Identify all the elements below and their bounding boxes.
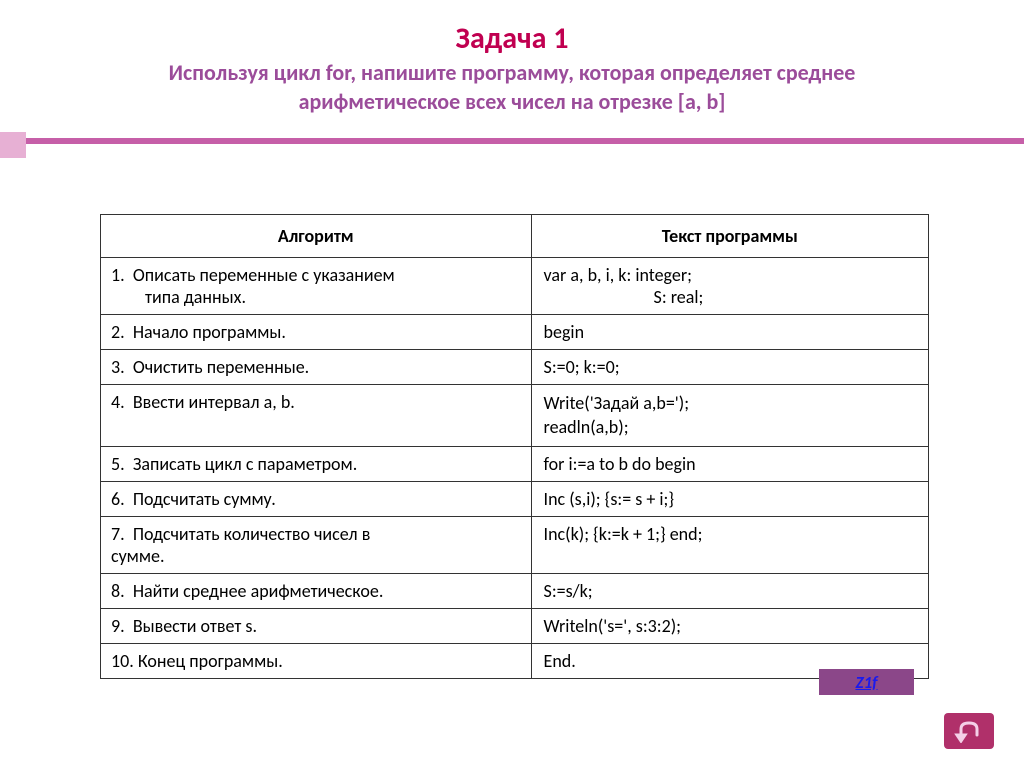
table-row: 6. Подсчитать сумму. Inc (s,i); {s:= s +… (101, 481, 929, 516)
code-cell: var a, b, i, k: integer; S: real; (531, 258, 928, 315)
code-cell: S:=0; k:=0; (531, 350, 928, 385)
code-cell: Write('Задай a,b='); readln(a,b); (531, 385, 928, 447)
z1f-link[interactable]: Z1f (855, 672, 877, 693)
code-cell: S:=s/k; (531, 573, 928, 608)
table-header-right: Текст программы (531, 215, 928, 258)
table-row: 4. Ввести интервал a, b. Write('Задай a,… (101, 385, 929, 447)
table-row: 3. Очистить переменные. S:=0; k:=0; (101, 350, 929, 385)
algo-cell: 4. Ввести интервал a, b. (101, 385, 532, 447)
table-row: 7. Подсчитать количество чисел в сумме. … (101, 516, 929, 573)
algo-cell: 5. Записать цикл с параметром. (101, 446, 532, 481)
table-row: 8. Найти среднее арифметическое. S:=s/k; (101, 573, 929, 608)
table-row: 10. Конец программы. End. (101, 643, 929, 678)
algo-cell: 7. Подсчитать количество чисел в сумме. (101, 516, 532, 573)
u-turn-arrow-icon (953, 719, 985, 743)
algo-cell: 1. Описать переменные с указанием типа д… (101, 258, 532, 315)
accent-square (0, 132, 26, 158)
algorithm-table: Алгоритм Текст программы 1. Описать пере… (100, 214, 929, 679)
code-cell: Inc (s,i); {s:= s + i;} (531, 481, 928, 516)
code-cell: Inc(k); {k:=k + 1;} end; (531, 516, 928, 573)
algo-cell: 8. Найти среднее арифметическое. (101, 573, 532, 608)
code-cell: Writeln('s=', s:3:2); (531, 608, 928, 643)
table-row: 9. Вывести ответ s. Writeln('s=', s:3:2)… (101, 608, 929, 643)
table-row: 5. Записать цикл с параметром. for i:=a … (101, 446, 929, 481)
algo-cell: 3. Очистить переменные. (101, 350, 532, 385)
header: Задача 1 Используя цикл for, напишите пр… (0, 0, 1024, 126)
algo-cell: 9. Вывести ответ s. (101, 608, 532, 643)
back-nav-button[interactable] (944, 713, 994, 749)
content-area: Алгоритм Текст программы 1. Описать пере… (0, 144, 1024, 679)
table-header-left: Алгоритм (101, 215, 532, 258)
code-cell: begin (531, 315, 928, 350)
link-badge[interactable]: Z1f (819, 669, 914, 695)
algo-cell: 6. Подсчитать сумму. (101, 481, 532, 516)
page-title: Задача 1 (0, 20, 1024, 57)
page-subtitle: Используя цикл for, напишите программу, … (0, 59, 1024, 116)
algo-cell: 2. Начало программы. (101, 315, 532, 350)
table-row: 2. Начало программы. begin (101, 315, 929, 350)
table-row: 1. Описать переменные с указанием типа д… (101, 258, 929, 315)
algo-cell: 10. Конец программы. (101, 643, 532, 678)
code-cell: for i:=a to b do begin (531, 446, 928, 481)
